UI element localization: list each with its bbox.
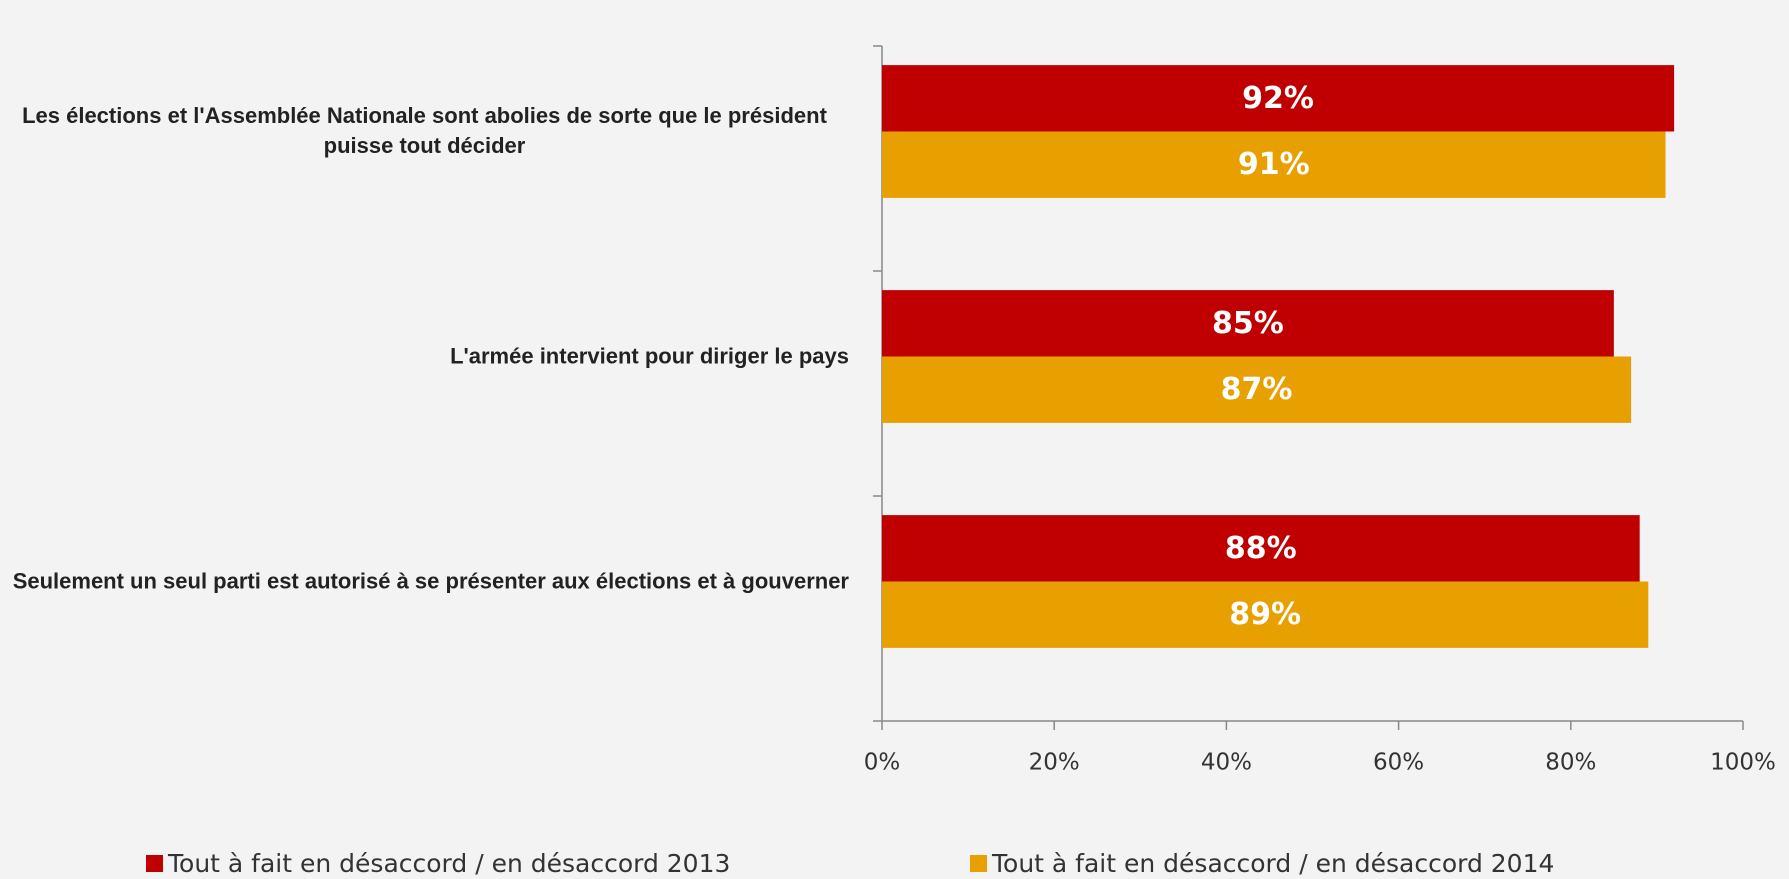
- value-label: 88%: [1225, 531, 1297, 566]
- bar: [882, 65, 1675, 132]
- value-label: 85%: [1212, 306, 1284, 341]
- x-tick-label: 80%: [1545, 750, 1596, 776]
- x-tick-label: 20%: [1029, 750, 1080, 776]
- value-label: 92%: [1242, 81, 1314, 116]
- legend-swatch: [146, 855, 163, 872]
- category-label: Seulement un seul parti est autorisé à s…: [12, 568, 849, 594]
- bar: [882, 581, 1649, 648]
- legend-label: Tout à fait en désaccord / en désaccord …: [991, 849, 1554, 878]
- value-label: 87%: [1221, 372, 1293, 407]
- legend-swatch: [970, 855, 987, 872]
- category-label: L'armée intervient pour diriger le pays: [450, 343, 849, 369]
- x-tick-label: 60%: [1373, 750, 1424, 776]
- bar: [882, 290, 1614, 357]
- value-label: 91%: [1238, 147, 1310, 182]
- bar: [882, 131, 1666, 198]
- x-tick-label: 40%: [1201, 750, 1252, 776]
- x-tick-label: 0%: [864, 750, 901, 776]
- legend-label: Tout à fait en désaccord / en désaccord …: [167, 849, 730, 878]
- bar: [882, 515, 1640, 582]
- x-tick-label: 100%: [1710, 750, 1776, 776]
- value-label: 89%: [1229, 597, 1301, 632]
- category-label: Les élections et l'Assemblée Nationale s…: [22, 102, 827, 159]
- bar: [882, 356, 1632, 423]
